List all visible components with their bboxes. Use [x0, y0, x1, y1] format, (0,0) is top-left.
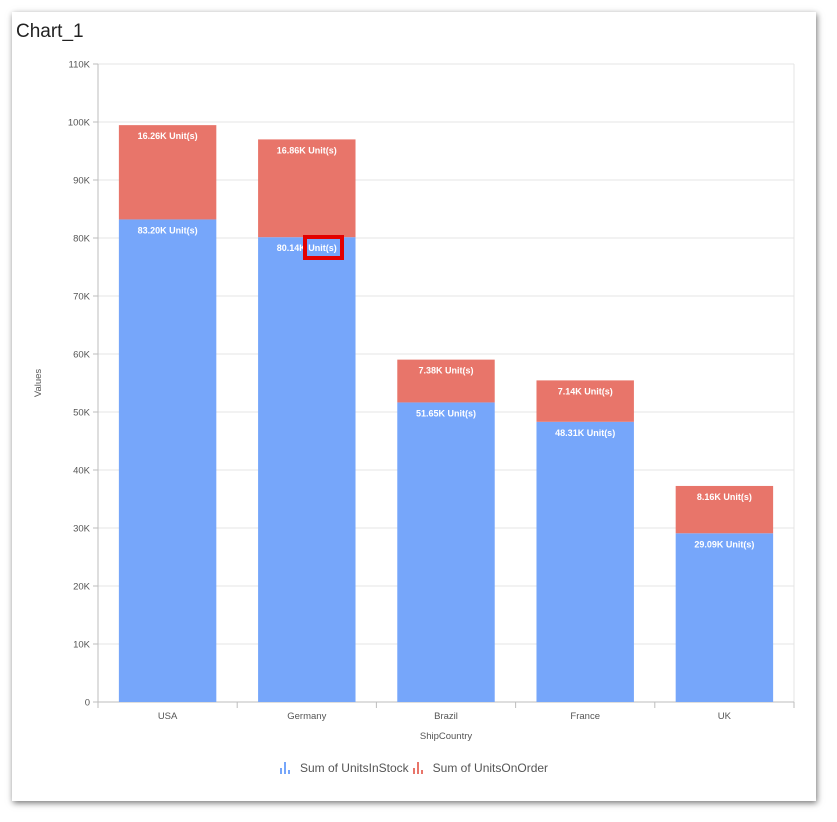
data-label: 51.65K Unit(s) [416, 408, 476, 418]
legend: Sum of UnitsInStock Sum of UnitsOnOrder [12, 761, 816, 775]
y-tick-label: 110K [69, 60, 91, 71]
legend-item-units-on-order[interactable]: Sum of UnitsOnOrder [412, 761, 549, 775]
y-tick-label: 90K [73, 176, 91, 187]
chart-panel: Chart_1 0 10K 20K 30K 40K 50K 60K 70K 80K 90K 100K… [12, 12, 816, 801]
data-label: 16.86K Unit(s) [277, 145, 337, 155]
legend-label: Sum of UnitsInStock [299, 761, 409, 775]
data-label: 83.20K Unit(s) [138, 225, 198, 235]
x-tick-label: France [570, 711, 600, 722]
y-tick-label: 20K [73, 582, 91, 593]
data-label: 29.09K Unit(s) [694, 539, 754, 549]
data-label: 48.31K Unit(s) [555, 428, 615, 438]
y-tick-label: 10K [73, 640, 91, 651]
bar-units-in-stock [118, 219, 217, 702]
y-tick-label: 30K [73, 524, 91, 535]
x-tick-label: USA [158, 711, 178, 722]
bar-units-on-order [397, 359, 495, 403]
bar-units-on-order [536, 380, 634, 422]
y-tick-label: 100K [68, 118, 91, 129]
bar-units-on-order [675, 485, 774, 534]
x-tick-label: Germany [287, 711, 326, 722]
x-axis-title: ShipCountry [420, 731, 473, 742]
bar-units-in-stock [397, 402, 495, 702]
chart-title: Chart_1 [16, 21, 84, 42]
y-tick-label: 80K [73, 234, 91, 245]
legend-item-units-in-stock[interactable]: Sum of UnitsInStock [279, 761, 409, 775]
x-tick-label: Brazil [434, 711, 458, 722]
y-tick-label: 70K [73, 292, 91, 303]
bar-units-on-order [258, 139, 356, 238]
y-axis-title: Values [33, 369, 44, 398]
y-tick-label: 0 [85, 698, 90, 709]
chart-svg: 0 10K 20K 30K 40K 50K 60K 70K 80K 90K 100K 110K 83.2… [33, 60, 795, 742]
data-label: 16.26K Unit(s) [138, 131, 198, 141]
bar-units-on-order [118, 125, 217, 220]
bar-units-in-stock [675, 533, 774, 702]
legend-label: Sum of UnitsOnOrder [432, 761, 549, 775]
y-tick-label: 60K [73, 350, 91, 361]
selection-highlight [303, 235, 344, 260]
bar-chart-icon [279, 762, 292, 774]
y-tick-label: 50K [73, 408, 91, 419]
y-tick-label: 40K [73, 466, 91, 477]
data-label: 7.14K Unit(s) [558, 386, 613, 396]
x-tick-label: UK [718, 711, 732, 722]
bar-units-in-stock [258, 237, 356, 703]
data-label: 8.16K Unit(s) [697, 492, 752, 502]
bar-units-in-stock [536, 421, 634, 702]
bar-chart-icon [412, 762, 425, 774]
data-label: 7.38K Unit(s) [418, 366, 473, 376]
